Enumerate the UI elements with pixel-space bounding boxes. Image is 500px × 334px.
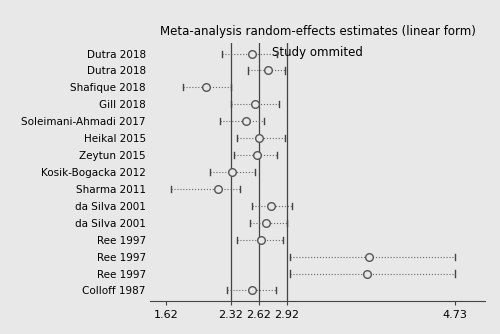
Text: Meta-analysis random-effects estimates (linear form): Meta-analysis random-effects estimates (… bbox=[160, 25, 475, 38]
Text: Study ommited: Study ommited bbox=[272, 46, 363, 59]
